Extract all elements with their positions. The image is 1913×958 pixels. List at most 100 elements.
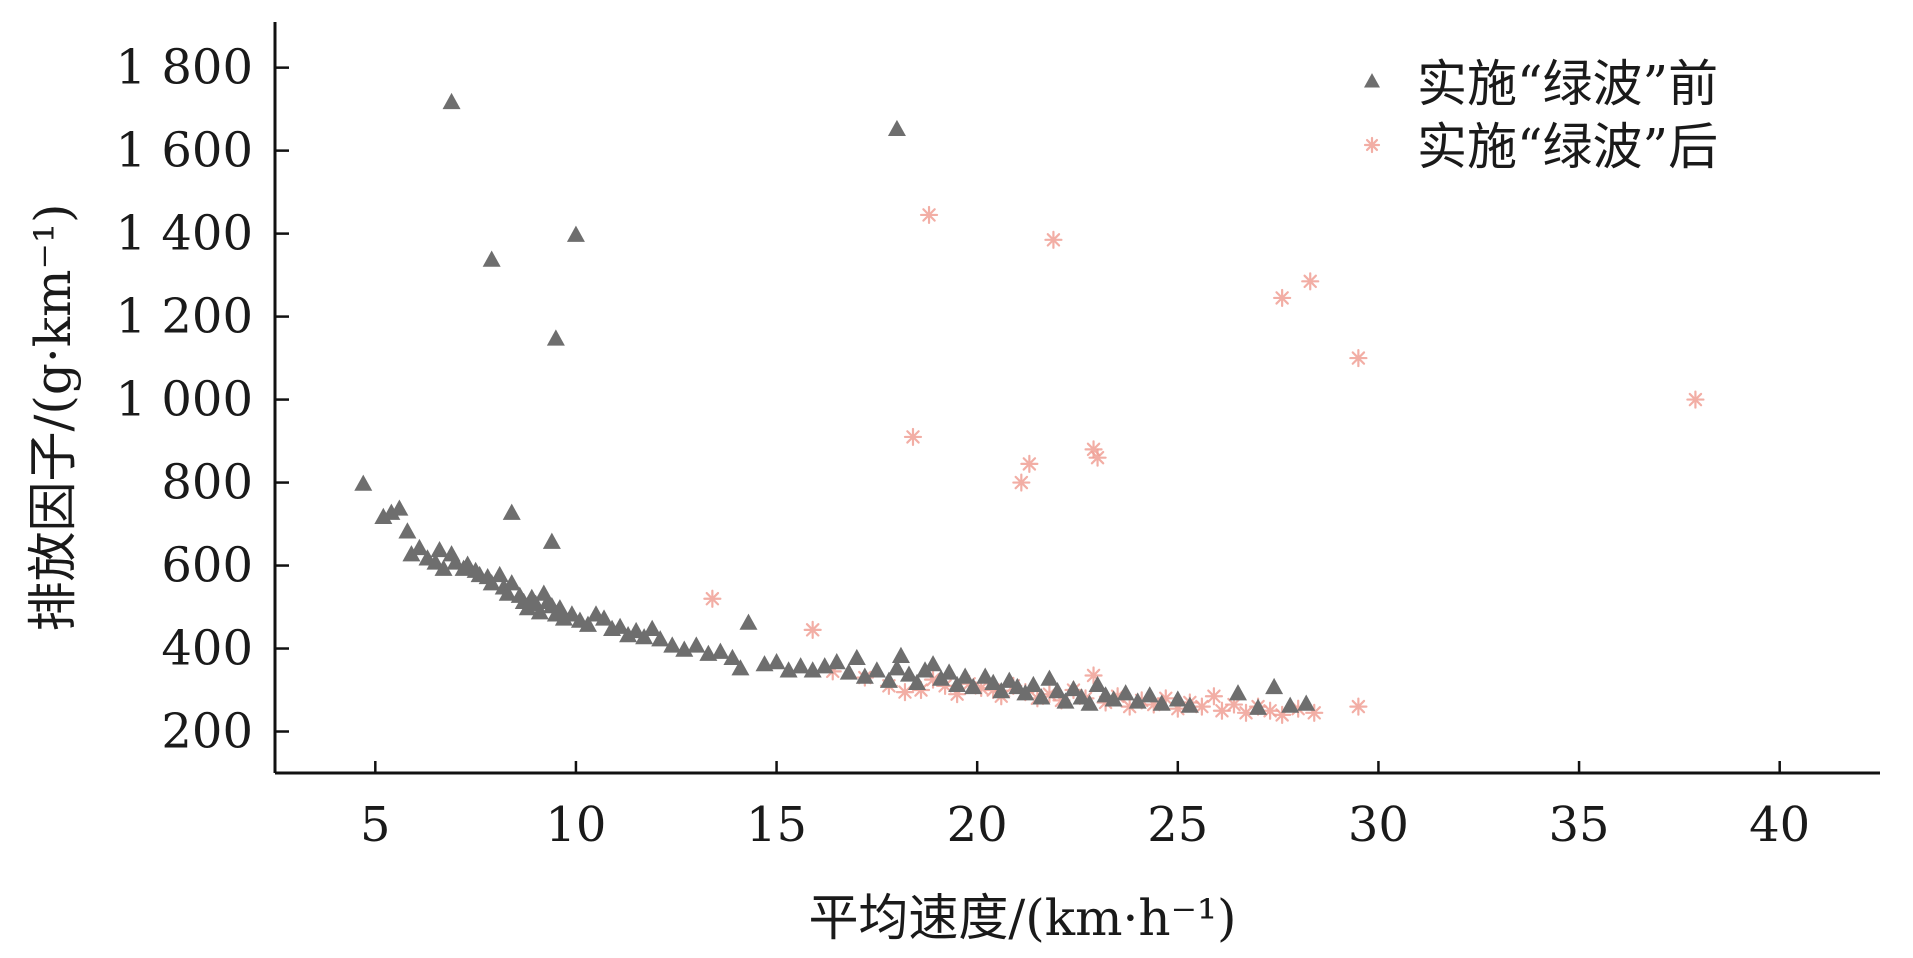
data-point-before	[940, 663, 959, 680]
data-point-after	[1273, 288, 1292, 308]
data-point-before	[1152, 694, 1171, 711]
data-point-before	[651, 630, 670, 647]
data-point-before	[827, 653, 846, 670]
data-point-after	[1204, 687, 1224, 706]
data-point-before	[1024, 675, 1043, 693]
data-point-before	[627, 621, 646, 639]
data-point-before	[867, 661, 886, 678]
data-point-before	[374, 507, 393, 524]
y-tick-label: 1 400	[116, 206, 253, 262]
data-point-before	[1040, 669, 1059, 686]
data-point-before	[992, 682, 1011, 699]
data-point-before	[1229, 684, 1247, 701]
data-point-before	[723, 648, 742, 666]
asterisk-stroke	[926, 672, 940, 687]
asterisk-stroke	[1046, 233, 1061, 247]
y-tick-label: 1 200	[116, 289, 253, 345]
data-point-before	[566, 225, 585, 242]
data-point-before	[635, 628, 654, 645]
asterisk-stroke	[1090, 450, 1105, 465]
legend-marker-before	[1364, 73, 1380, 88]
data-point-after	[803, 620, 822, 639]
data-point-before	[839, 663, 858, 680]
series-before-points	[354, 92, 1316, 715]
data-point-before	[1008, 677, 1027, 695]
data-point-before	[1000, 671, 1019, 688]
asterisk-stroke	[1022, 457, 1037, 471]
x-tick-label: 20	[947, 797, 1008, 853]
data-point-before	[879, 671, 898, 688]
data-point-before	[948, 675, 967, 693]
data-point-before	[430, 540, 449, 558]
data-point-before	[984, 673, 1003, 690]
data-point-before	[611, 617, 630, 634]
data-point-before	[530, 603, 549, 620]
data-point-before	[382, 503, 401, 520]
y-axis-title: 排放因子/(g·km⁻¹)	[24, 204, 82, 632]
y-tick-label: 1 800	[116, 40, 253, 96]
data-point-before	[542, 532, 561, 549]
x-tick-label: 5	[360, 797, 391, 853]
asterisk-stroke	[805, 623, 820, 637]
asterisk-stroke	[1303, 274, 1317, 289]
data-point-before	[815, 657, 834, 674]
data-point-before	[739, 613, 758, 630]
asterisk-stroke	[1239, 706, 1253, 720]
data-point-after	[703, 589, 722, 608]
asterisk-stroke	[1688, 392, 1703, 407]
data-point-before	[711, 642, 730, 659]
asterisk-stroke	[1351, 351, 1366, 365]
data-point-after	[1212, 701, 1232, 720]
asterisk-stroke	[1365, 138, 1379, 152]
data-point-before	[1080, 694, 1099, 711]
data-point-after	[1349, 697, 1368, 716]
data-point-before	[932, 669, 951, 686]
data-point-after	[1012, 473, 1031, 492]
asterisk-stroke	[1275, 291, 1289, 305]
data-point-before	[490, 565, 509, 583]
series-after-points	[703, 205, 1705, 725]
data-point-before	[482, 250, 501, 267]
data-point-before	[1168, 690, 1187, 707]
x-tick-label: 15	[746, 797, 807, 853]
data-point-before	[791, 657, 810, 674]
data-point-before	[1104, 690, 1123, 707]
data-point-before	[1297, 694, 1316, 711]
asterisk-stroke	[1351, 699, 1366, 714]
data-point-before	[1072, 688, 1091, 705]
asterisk-stroke	[1207, 689, 1221, 703]
data-point-before	[956, 667, 975, 684]
data-point-before	[410, 538, 429, 556]
data-point-before	[390, 499, 409, 516]
data-point-after	[895, 682, 915, 702]
data-point-before	[899, 665, 918, 682]
x-tick-label: 40	[1749, 797, 1810, 853]
data-point-before	[891, 646, 910, 663]
data-point-after	[1020, 454, 1039, 473]
data-point-before	[426, 553, 445, 570]
data-point-before	[916, 661, 935, 678]
data-point-before	[976, 667, 995, 684]
asterisk-stroke	[914, 683, 928, 697]
data-point-before	[887, 659, 906, 676]
data-point-before	[398, 522, 417, 539]
asterisk-stroke	[1014, 475, 1029, 490]
x-tick-label: 30	[1348, 797, 1409, 853]
x-tick-label: 10	[545, 797, 606, 853]
asterisk-stroke	[1086, 442, 1101, 457]
data-point-before	[1128, 692, 1147, 709]
data-point-before	[446, 553, 465, 570]
data-point-before	[502, 574, 521, 591]
data-point-after	[1686, 390, 1705, 409]
data-point-before	[1180, 696, 1199, 713]
data-point-before	[498, 584, 517, 601]
y-tick-label: 1 600	[116, 123, 253, 179]
data-point-before	[964, 677, 983, 695]
data-point-before	[1048, 682, 1067, 699]
data-point-before	[687, 636, 706, 653]
data-point-before	[767, 653, 786, 670]
data-point-after	[1301, 272, 1320, 291]
data-point-before	[1032, 688, 1051, 705]
data-point-after	[1349, 348, 1368, 368]
